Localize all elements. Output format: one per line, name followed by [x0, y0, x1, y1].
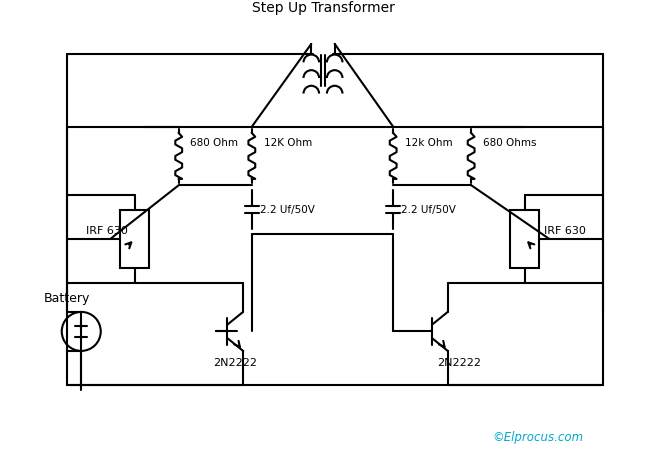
Bar [510, 210, 539, 268]
Text: 680 Ohms: 680 Ohms [483, 138, 537, 148]
Text: 2N2222: 2N2222 [437, 357, 481, 368]
Text: 680 Ohm: 680 Ohm [190, 138, 239, 148]
Text: 12k Ohm: 12k Ohm [405, 138, 453, 148]
Text: 2N2222: 2N2222 [213, 357, 257, 368]
Text: Battery: Battery [45, 292, 90, 305]
Text: 12K Ohm: 12K Ohm [264, 138, 312, 148]
Text: Step Up Transformer: Step Up Transformer [252, 0, 395, 15]
Text: IRF 630: IRF 630 [544, 226, 586, 236]
Bar [120, 210, 150, 268]
Text: 2.2 Uf/50V: 2.2 Uf/50V [401, 205, 456, 214]
Text: 2.2 Uf/50V: 2.2 Uf/50V [260, 205, 315, 214]
Text: ©Elprocus.com: ©Elprocus.com [492, 431, 583, 444]
Text: IRF 630: IRF 630 [86, 226, 128, 236]
